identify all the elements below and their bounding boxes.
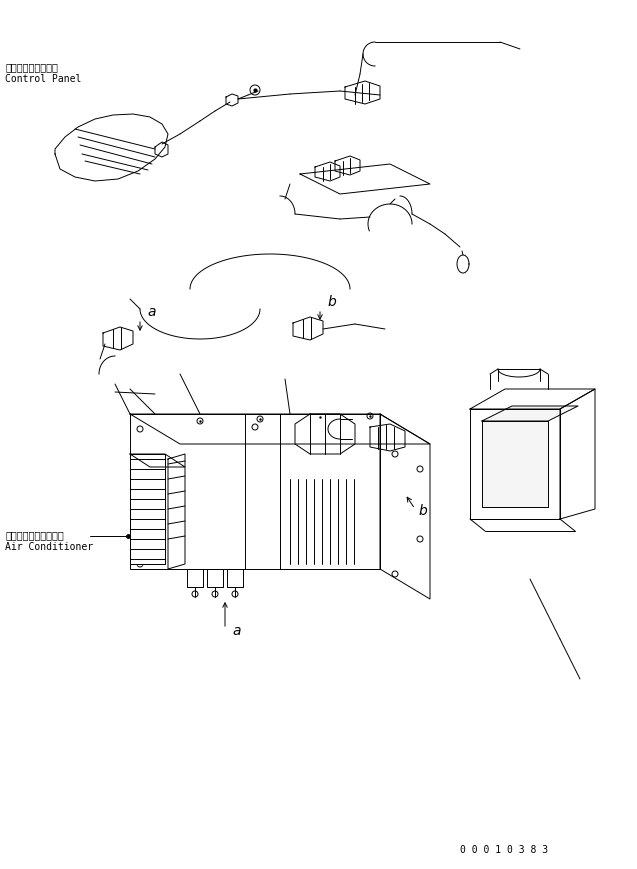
Text: エアーコンディショナ: エアーコンディショナ: [5, 529, 64, 540]
Polygon shape: [155, 143, 168, 158]
Text: Air Conditioner: Air Conditioner: [5, 541, 93, 551]
Polygon shape: [130, 415, 430, 444]
Polygon shape: [470, 409, 560, 520]
Polygon shape: [315, 163, 340, 182]
Text: コントロールパネル: コントロールパネル: [5, 62, 58, 72]
Text: a: a: [147, 305, 155, 319]
Polygon shape: [482, 407, 578, 421]
Polygon shape: [130, 415, 380, 569]
Text: a: a: [232, 623, 241, 637]
Polygon shape: [370, 425, 405, 452]
Polygon shape: [295, 415, 355, 454]
Polygon shape: [130, 454, 185, 468]
Polygon shape: [187, 569, 203, 587]
Polygon shape: [103, 328, 133, 350]
Polygon shape: [168, 454, 185, 569]
Polygon shape: [227, 569, 243, 587]
Polygon shape: [55, 115, 168, 182]
Polygon shape: [560, 389, 595, 520]
Polygon shape: [207, 569, 223, 587]
Polygon shape: [130, 454, 165, 564]
Polygon shape: [300, 165, 430, 195]
Text: Control Panel: Control Panel: [5, 74, 82, 84]
Polygon shape: [470, 389, 595, 409]
Text: 0 0 0 1 0 3 8 3: 0 0 0 1 0 3 8 3: [460, 844, 548, 854]
Text: b: b: [327, 295, 336, 308]
Polygon shape: [293, 318, 323, 341]
Text: b: b: [418, 503, 427, 517]
Polygon shape: [335, 156, 360, 176]
Polygon shape: [482, 421, 548, 507]
Polygon shape: [380, 415, 430, 600]
Polygon shape: [345, 82, 380, 105]
Polygon shape: [226, 95, 238, 107]
